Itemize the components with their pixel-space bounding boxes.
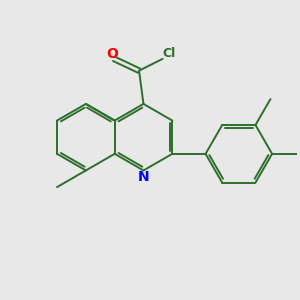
Text: O: O	[106, 46, 119, 61]
Text: N: N	[138, 170, 149, 184]
Text: Cl: Cl	[163, 47, 176, 60]
